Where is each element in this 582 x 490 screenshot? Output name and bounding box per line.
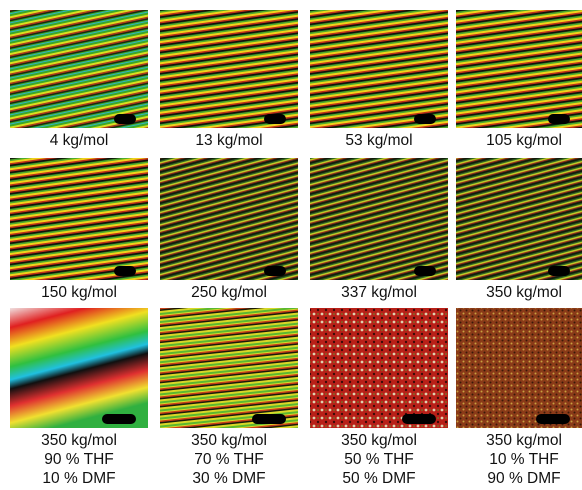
- panel-caption: 350 kg/mol: [486, 432, 562, 449]
- scale-bar: [548, 114, 570, 124]
- panel-caption: 337 kg/mol: [341, 284, 417, 301]
- micrograph: [456, 10, 582, 128]
- scale-bar: [402, 414, 436, 424]
- micrograph: [456, 158, 582, 280]
- panel-caption: 50 % DMF: [342, 470, 415, 487]
- scale-bar: [102, 414, 136, 424]
- scale-bar: [114, 266, 136, 276]
- panel-caption: 350 kg/mol: [191, 432, 267, 449]
- panel-caption: 10 % THF: [489, 451, 559, 468]
- panel-caption: 4 kg/mol: [50, 132, 109, 149]
- micrograph: [160, 308, 298, 428]
- micrograph: [10, 158, 148, 280]
- scale-bar: [548, 266, 570, 276]
- panel-caption: 90 % THF: [44, 451, 114, 468]
- panel-caption: 350 kg/mol: [41, 432, 117, 449]
- panel-caption: 350 kg/mol: [486, 284, 562, 301]
- micrograph: [310, 308, 448, 428]
- panel-caption: 105 kg/mol: [486, 132, 562, 149]
- scale-bar: [264, 114, 286, 124]
- panel-caption: 30 % DMF: [192, 470, 265, 487]
- micrograph: [456, 308, 582, 428]
- micrograph: [160, 10, 298, 128]
- scale-bar: [264, 266, 286, 276]
- panel-caption: 250 kg/mol: [191, 284, 267, 301]
- panel-caption: 50 % THF: [344, 451, 414, 468]
- micrograph: [310, 10, 448, 128]
- scale-bar: [536, 414, 570, 424]
- panel-caption: 90 % DMF: [487, 470, 560, 487]
- panel-caption: 70 % THF: [194, 451, 264, 468]
- panel-caption: 10 % DMF: [42, 470, 115, 487]
- panel-caption: 150 kg/mol: [41, 284, 117, 301]
- scale-bar: [414, 266, 436, 276]
- micrograph: [160, 158, 298, 280]
- panel-caption: 350 kg/mol: [341, 432, 417, 449]
- scale-bar: [252, 414, 286, 424]
- panel-caption: 13 kg/mol: [195, 132, 262, 149]
- micrograph: [10, 308, 148, 428]
- scale-bar: [114, 114, 136, 124]
- figure: 4 kg/mol 13 kg/mol 53 kg/mol 105 kg/mol 150 …: [0, 0, 582, 490]
- micrograph: [10, 10, 148, 128]
- panel-caption: 53 kg/mol: [345, 132, 412, 149]
- micrograph: [310, 158, 448, 280]
- scale-bar: [414, 114, 436, 124]
